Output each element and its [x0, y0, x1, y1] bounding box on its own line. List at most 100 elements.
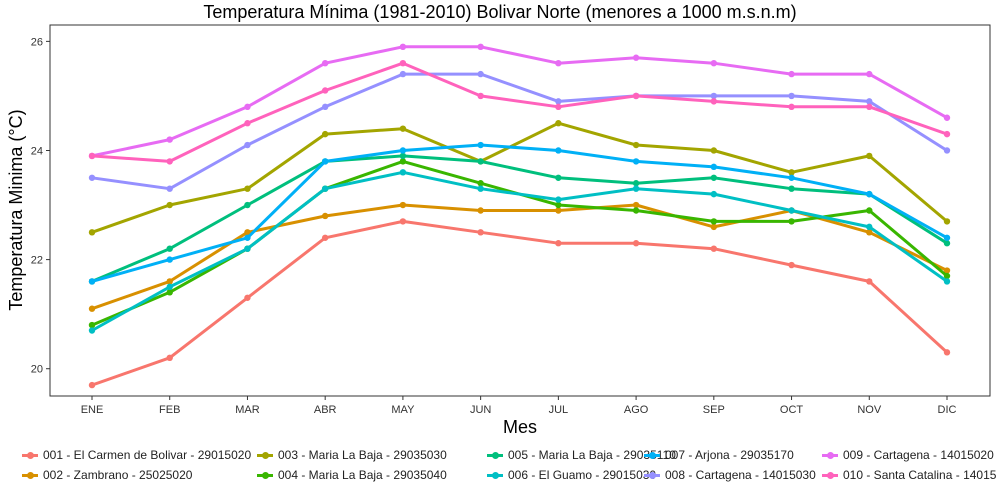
legend-label: 004 - Maria La Baja - 29035040: [278, 468, 447, 482]
x-tick-label: ABR: [314, 404, 337, 416]
data-point: [943, 272, 951, 280]
data-point: [166, 245, 173, 252]
data-point: [943, 278, 951, 285]
data-point: [477, 180, 484, 187]
legend-label: 002 - Zambrano - 25025020: [43, 468, 193, 482]
data-point: [943, 267, 951, 274]
data-point: [632, 180, 640, 187]
data-point: [321, 130, 329, 138]
data-point: [244, 185, 251, 192]
data-point: [555, 174, 562, 181]
legend-item: 009 - Cartagena - 14015020: [822, 448, 994, 462]
data-point: [866, 190, 873, 198]
legend-key: [822, 450, 838, 460]
legend-key: [822, 470, 838, 480]
data-point: [943, 349, 951, 356]
data-point: [399, 59, 407, 67]
data-point: [710, 59, 718, 67]
data-point: [788, 174, 795, 181]
legend-label: 001 - El Carmen de Bolivar - 29015020: [43, 448, 252, 462]
data-point: [244, 141, 251, 149]
legend-key: [22, 450, 38, 460]
data-point: [321, 185, 329, 192]
data-point: [166, 201, 173, 209]
legend-label: 005 - Maria La Baja - 29035110: [508, 448, 676, 462]
data-point: [166, 278, 173, 285]
data-point: [321, 103, 329, 111]
data-point: [866, 229, 873, 236]
data-point: [632, 92, 640, 100]
data-point: [788, 207, 795, 214]
x-tick-label: DIC: [938, 404, 957, 416]
legend-item: 002 - Zambrano - 25025020: [22, 468, 192, 482]
series-line: [91, 219, 949, 387]
legend-item: 003 - Maria La Baja - 29035030: [257, 448, 447, 462]
data-point: [788, 169, 795, 176]
data-point: [166, 185, 173, 192]
data-point: [632, 201, 640, 209]
data-point: [477, 141, 484, 149]
data-point: [477, 70, 484, 78]
x-tick-label: MAR: [235, 404, 260, 416]
data-point: [477, 229, 484, 236]
series-group: [88, 70, 951, 192]
data-point: [555, 59, 562, 67]
data-point: [244, 229, 251, 236]
data-point: [555, 201, 562, 209]
data-point: [788, 261, 795, 269]
legend: 001 - El Carmen de Bolivar - 29015020 002…: [22, 440, 1000, 500]
data-point: [477, 43, 484, 51]
x-axis-ticks: ENE FEB MAR ABR MAY JUN JUL AGO SEP OCT NOV DIC: [81, 396, 957, 416]
legend-key: [257, 470, 273, 480]
data-point: [399, 147, 407, 154]
x-tick-label: JUN: [470, 404, 491, 416]
data-point: [399, 125, 407, 132]
data-point: [555, 98, 562, 105]
series-line: [91, 61, 948, 163]
data-point: [710, 245, 718, 252]
series-line: [91, 143, 948, 283]
chart-title: Temperatura Mínima (1981-2010) Bolivar N…: [203, 2, 797, 22]
data-point: [321, 87, 329, 94]
data-point: [244, 245, 251, 252]
data-point: [244, 120, 251, 127]
data-point: [88, 152, 96, 160]
data-point: [166, 289, 173, 296]
data-point: [632, 158, 640, 165]
data-point: [866, 152, 873, 160]
data-point: [321, 158, 329, 165]
data-point: [866, 278, 873, 285]
legend-label: 006 - El Guamo - 29015030: [508, 468, 657, 482]
legend-label: 010 - Santa Catalina - 14015: [843, 468, 997, 482]
data-point: [632, 207, 640, 214]
data-point: [399, 152, 407, 160]
legend-label: 009 - Cartagena - 14015020: [843, 448, 994, 462]
data-point: [88, 229, 96, 236]
x-tick-label: JUL: [549, 404, 569, 416]
legend-label: 008 - Cartagena - 14015030: [665, 468, 816, 482]
data-point: [710, 147, 718, 154]
legend-key: [487, 470, 503, 480]
legend-label: 007 - Arjona - 29035170: [665, 448, 794, 462]
data-point: [943, 114, 951, 121]
y-axis-title: Temperatura Minima (°C): [6, 109, 26, 310]
data-point: [710, 190, 718, 198]
data-point: [321, 59, 329, 67]
legend-key: [257, 450, 273, 460]
legend-item: 008 - Cartagena - 14015030: [644, 468, 816, 482]
series-group: [88, 169, 951, 334]
series-group: [88, 152, 951, 285]
data-point: [710, 92, 718, 100]
data-point: [866, 223, 873, 231]
data-point: [866, 98, 873, 105]
series-group: [88, 59, 951, 165]
series-line: [91, 45, 948, 158]
legend-item: 005 - Maria La Baja - 29035110: [487, 448, 676, 462]
data-point: [399, 70, 407, 78]
series-group: [88, 218, 951, 389]
data-point: [88, 278, 96, 285]
data-point: [88, 174, 96, 181]
data-point: [788, 92, 795, 100]
legend-key: [644, 450, 660, 460]
data-point: [555, 196, 562, 203]
